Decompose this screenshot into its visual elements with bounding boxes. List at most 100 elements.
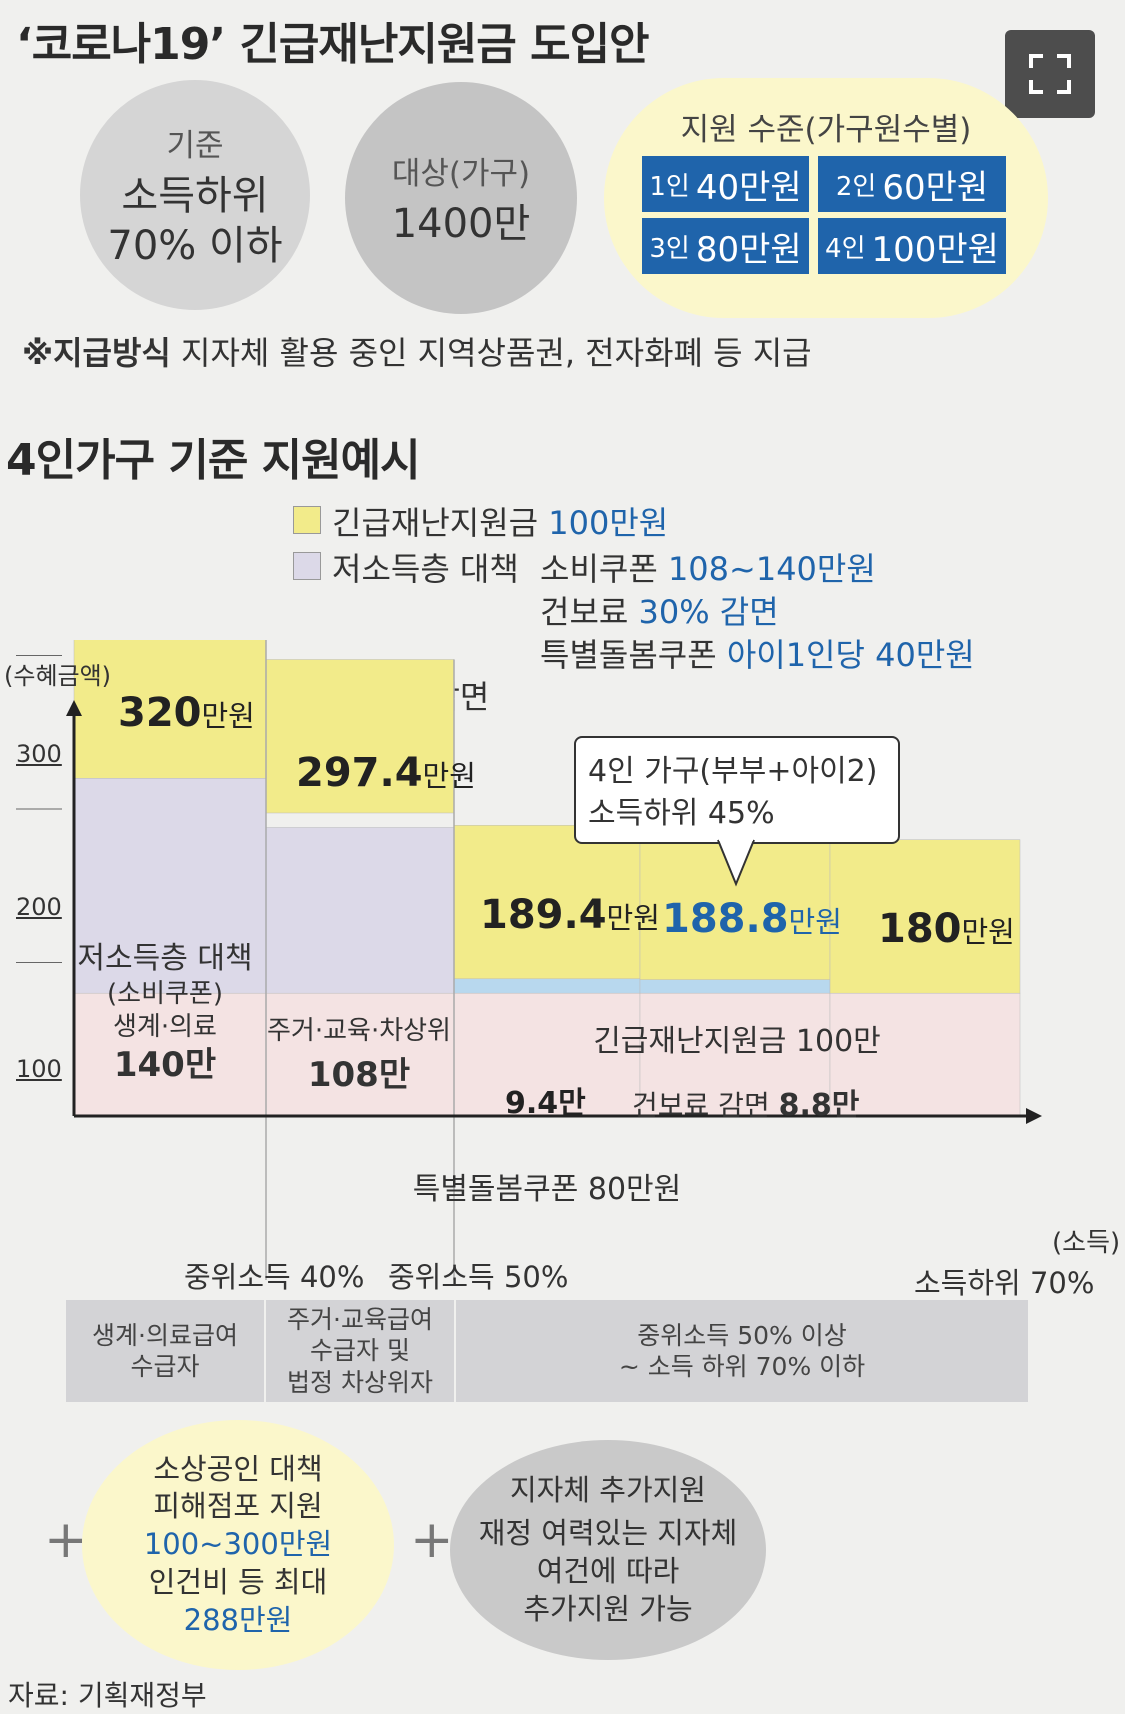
local-line1: 재정 여력있는 지자체 (478, 1516, 738, 1551)
seg1-line3: 생계·의료 (113, 1012, 217, 1043)
section-title: 4인가구 기준 지원예시 (6, 435, 421, 486)
axis-lines (72, 706, 1030, 1118)
tag-4person: 4인 100만원 (818, 218, 1006, 274)
chart-areas (73, 640, 1021, 1117)
criteria-value-1: 소득하위 (121, 172, 269, 219)
target-circle: 대상(가구) 1400만 (345, 82, 577, 314)
legend-line2-value: 30% 감면 (638, 593, 779, 631)
area-insurance (453, 978, 641, 994)
small-business-panel: 소상공인 대책 피해점포 지원 100~300만원 인건비 등 최대 288만원 (82, 1420, 394, 1670)
legend-swatch-low-income (293, 552, 321, 580)
source-text: 자료: 기획재정부 (8, 1679, 207, 1712)
total-label-4: 188.8만원 (662, 896, 842, 942)
total-2-unit: 만원 (422, 759, 476, 793)
area-care-coupon (453, 992, 641, 1117)
legend-line1-label: 소비쿠폰 (540, 550, 658, 588)
seg2-line1: 주거·교육·차상위 (267, 1016, 451, 1046)
legend-low-income-line3: 특별돌봄쿠폰 아이1인당 40만원 (540, 630, 975, 676)
callout-box: 4인 가구(부부+아이2) 소득하위 45% (574, 736, 900, 844)
legend-line1-value: 108~140만원 (667, 550, 876, 588)
total-5-unit: 만원 (961, 915, 1015, 949)
total-label-2: 297.4만원 (296, 750, 476, 796)
payment-note-bold: ※지급방식 (22, 334, 171, 372)
x-label-40: 중위소득 40% (184, 1260, 365, 1294)
total-3-unit: 만원 (606, 901, 660, 935)
small-biz-title: 소상공인 대책 (153, 1451, 323, 1486)
y-tick-100: 100 (16, 1055, 62, 1083)
small-biz-line4: 288만원 (183, 1602, 293, 1637)
legend-line3-value: 아이1인당 40만원 (726, 636, 975, 674)
band-housing: 주거·교육급여 수급자 및 법정 차상위자 (266, 1300, 454, 1402)
small-biz-line2: 100~300만원 (143, 1527, 333, 1562)
expand-icon (1029, 54, 1071, 94)
seg1-line2: (소비쿠폰) (107, 979, 223, 1010)
criteria-label: 기준 (166, 127, 224, 164)
area-emergency (829, 839, 1021, 994)
legend-low-income-line1: 소비쿠폰 108~140만원 (540, 544, 876, 590)
tag-4person-v: 100만원 (871, 229, 999, 270)
tag-1person-n: 1인 (649, 171, 690, 202)
area-care-coupon (73, 992, 267, 1117)
legend-low-income-line2: 건보료 30% 감면 (540, 587, 779, 633)
y-tick-200: 200 (16, 893, 62, 921)
target-value: 1400만 (391, 200, 531, 247)
total-4-unit: 만원 (788, 905, 842, 939)
seg1-label: 저소득층 대책 (소비쿠폰) 생계·의료 140만 (72, 940, 258, 1087)
area-emergency (265, 659, 455, 814)
seg2-label: 주거·교육·차상위 108만 (264, 1010, 454, 1096)
page-title: ‘코로나19’ 긴급재난지원금 도입안 (16, 19, 650, 70)
callout-pointer (717, 838, 755, 887)
area-care-coupon (265, 992, 455, 1117)
callout-line2: 소득하위 45% (588, 796, 775, 831)
band-middle-income: 중위소득 50% 이상 ~ 소득 하위 70% 이하 (456, 1300, 1028, 1402)
legend-low-income: 저소득층 대책 (332, 550, 519, 588)
total-4-num: 188.8 (662, 896, 789, 942)
insurance-label-2: 건보료 감면 8.8만 (632, 1080, 859, 1124)
tag-2person-v: 60만원 (882, 167, 989, 208)
legend-emergency: 긴급재난지원금 100만원 (332, 498, 668, 544)
insurance-label-1: 9.4만 (505, 1086, 586, 1121)
target-label: 대상(가구) (391, 155, 531, 192)
tag-3person-v: 80만원 (695, 229, 802, 270)
criteria-value-2: 70% 이하 (107, 222, 283, 269)
x-axis-label: (소득) (1052, 1228, 1121, 1258)
local-title: 지자체 추가지원 (510, 1472, 706, 1507)
tag-1person: 1인 40만원 (642, 156, 809, 212)
plus-icon-1: + (44, 1510, 88, 1570)
tag-4person-n: 4인 (825, 233, 866, 264)
x-label-50: 중위소득 50% (388, 1260, 569, 1294)
seg1-line1: 저소득층 대책 (77, 941, 253, 976)
expand-button[interactable] (1005, 30, 1095, 118)
tag-1person-v: 40만원 (695, 167, 802, 208)
legend-line3-label: 특별돌봄쿠폰 (540, 636, 717, 674)
local-line3: 추가지원 가능 (523, 1591, 693, 1626)
tag-2person: 2인 60만원 (818, 156, 1006, 212)
x-label-70: 소득하위 70% (914, 1266, 1095, 1300)
insurance-label-2-text: 건보료 감면 (632, 1089, 770, 1122)
area-care-coupon (639, 992, 831, 1117)
support-chart (16, 640, 1042, 1280)
callout-line1: 4인 가구(부부+아이2) (588, 754, 878, 789)
legend-line2-label: 건보료 (540, 593, 629, 631)
total-label-3: 189.4만원 (480, 892, 660, 938)
total-3-num: 189.4 (480, 892, 607, 938)
chart-axes (16, 640, 1042, 1280)
care-coupon-label: 특별돌봄쿠폰 80만원 (412, 1172, 682, 1207)
emergency-label: 긴급재난지원금 100만 (593, 1024, 881, 1059)
legend-swatch-emergency (293, 506, 321, 534)
small-biz-line3: 인건비 등 최대 (148, 1564, 328, 1599)
total-label-1: 320만원 (118, 690, 255, 736)
small-biz-line1: 피해점포 지원 (153, 1489, 323, 1524)
tag-3person-n: 3인 (649, 233, 690, 264)
legend-emergency-label: 긴급재난지원금 (332, 504, 539, 542)
plus-icon-2: + (410, 1510, 454, 1570)
area-insurance (639, 979, 831, 994)
seg2-value: 108만 (307, 1055, 411, 1095)
y-tick-300: 300 (16, 740, 62, 768)
total-1-unit: 만원 (201, 699, 255, 733)
tag-3person: 3인 80만원 (642, 218, 809, 274)
area-low-income (265, 827, 455, 994)
y-axis-label: (수혜금액) (4, 662, 112, 690)
seg1-value: 140만 (113, 1045, 217, 1086)
area-low-income (73, 778, 267, 994)
